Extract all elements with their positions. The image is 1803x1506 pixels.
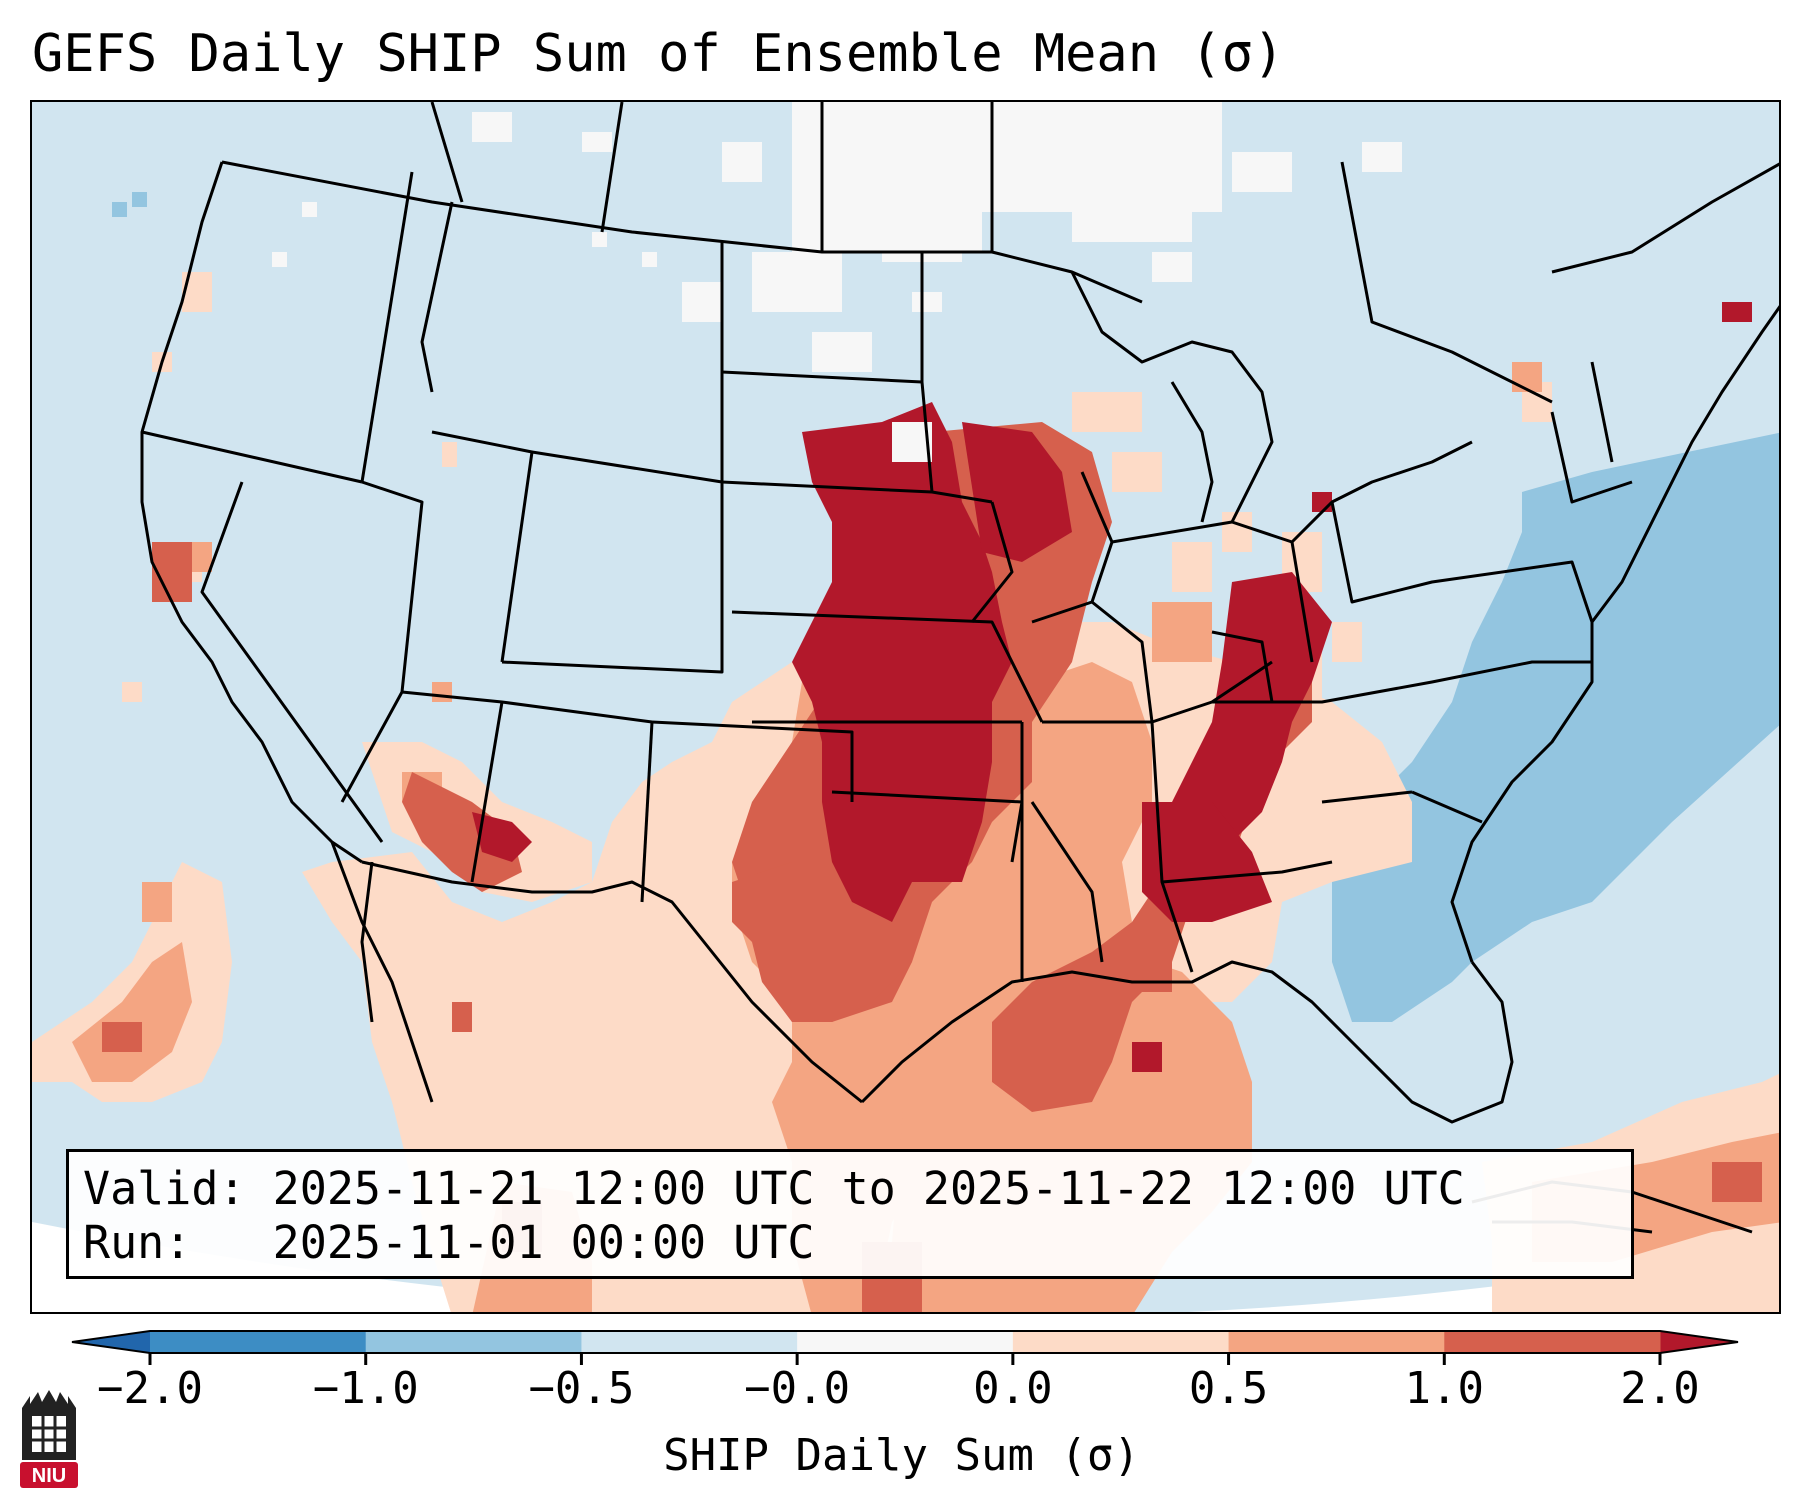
colorbar-segment <box>1228 1331 1445 1353</box>
colorbar-segment <box>1012 1331 1230 1353</box>
valid-time: 2025-11-21 12:00 UTC to 2025-11-22 12:00… <box>272 1162 1465 1215</box>
near-zero-field <box>272 102 1402 372</box>
colorbar-tick-label: −2.0 <box>97 1363 203 1414</box>
colorbar-tick-label: −1.0 <box>312 1363 419 1414</box>
niu-logo-text: NIU <box>32 1465 66 1487</box>
political-boundaries <box>140 102 1779 1234</box>
colorbar-segment <box>150 1331 367 1353</box>
map-panel <box>30 100 1781 1314</box>
colorbar-segment <box>797 1331 1014 1353</box>
run-label: Run: <box>83 1216 246 1269</box>
colorbar <box>71 1330 1739 1365</box>
colorbar-segment <box>1444 1331 1661 1353</box>
colorbar-tick-label: −0.0 <box>744 1363 851 1414</box>
colorbar-extend-high <box>1660 1331 1738 1353</box>
colorbar-tick-label: −0.5 <box>528 1363 635 1414</box>
colorbar-segment <box>581 1331 798 1353</box>
valid-run-box: Valid: 2025-11-21 12:00 UTC to 2025-11-2… <box>66 1149 1634 1279</box>
valid-label: Valid: <box>83 1162 246 1215</box>
colorbar-tick-label: 0.0 <box>973 1363 1053 1414</box>
niu-logo-icon: NIU <box>20 1390 78 1488</box>
run-time: 2025-11-01 00:00 UTC <box>272 1216 815 1269</box>
colorbar-tick-label: 2.0 <box>1620 1363 1700 1414</box>
colorbar-extend-low <box>72 1331 150 1353</box>
atlantic-negative-field <box>1332 432 1779 1022</box>
colorbar-tick-label: 1.0 <box>1404 1363 1485 1414</box>
conus-map <box>32 102 1779 1312</box>
colorbar-segment <box>365 1331 582 1353</box>
map-title: GEFS Daily SHIP Sum of Ensemble Mean (σ) <box>32 24 1285 84</box>
colorbar-label: SHIP Daily Sum (σ) <box>663 1430 1140 1481</box>
colorbar-tick-label: 0.5 <box>1188 1363 1269 1414</box>
